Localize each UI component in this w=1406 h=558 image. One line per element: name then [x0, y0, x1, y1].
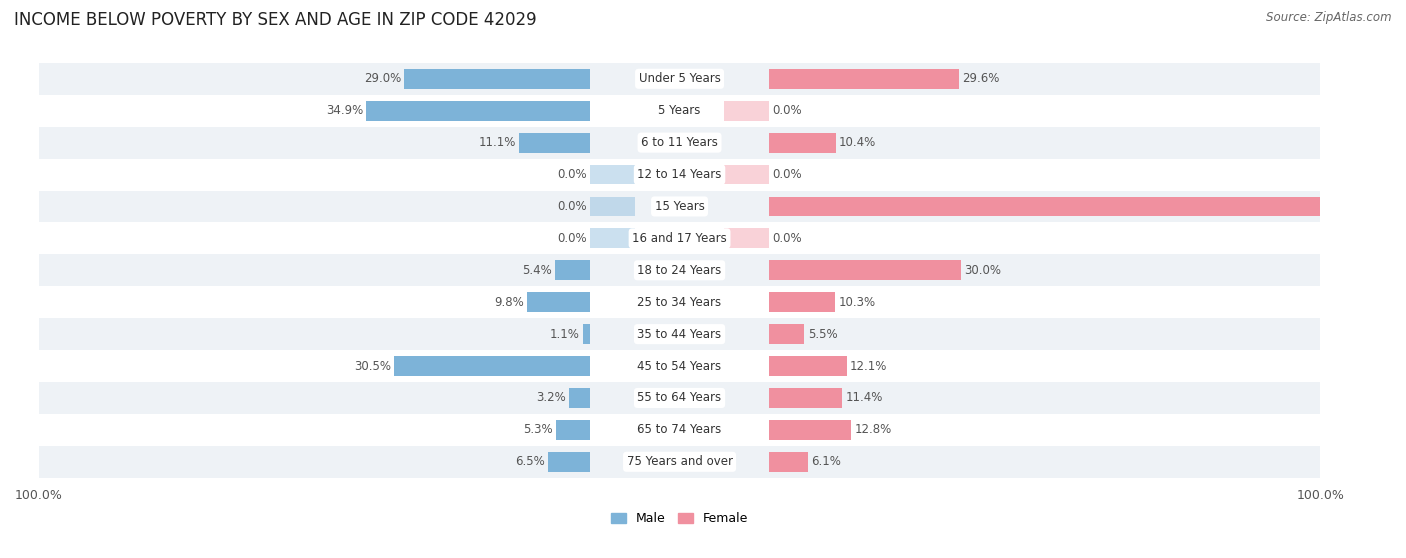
- Text: 29.0%: 29.0%: [364, 73, 401, 85]
- Bar: [555, 261, 591, 280]
- Text: 6.1%: 6.1%: [811, 455, 841, 468]
- Bar: [724, 228, 769, 248]
- Text: 0.0%: 0.0%: [557, 200, 586, 213]
- Text: 75 Years and over: 75 Years and over: [627, 455, 733, 468]
- Text: 30.0%: 30.0%: [965, 264, 1001, 277]
- Bar: [404, 69, 591, 89]
- Bar: [769, 388, 842, 408]
- Text: Source: ZipAtlas.com: Source: ZipAtlas.com: [1267, 11, 1392, 24]
- Text: 25 to 34 Years: 25 to 34 Years: [637, 296, 721, 309]
- Text: 5.5%: 5.5%: [807, 328, 838, 340]
- FancyBboxPatch shape: [39, 127, 1320, 158]
- Bar: [591, 165, 634, 185]
- Text: 29.6%: 29.6%: [962, 73, 1000, 85]
- FancyBboxPatch shape: [39, 223, 1320, 254]
- Text: 30.5%: 30.5%: [354, 359, 391, 373]
- FancyBboxPatch shape: [39, 190, 1320, 223]
- Text: 0.0%: 0.0%: [772, 104, 801, 117]
- FancyBboxPatch shape: [39, 95, 1320, 127]
- Bar: [724, 101, 769, 121]
- Text: 6 to 11 Years: 6 to 11 Years: [641, 136, 718, 149]
- Bar: [769, 69, 959, 89]
- Bar: [769, 324, 804, 344]
- Text: 55 to 64 Years: 55 to 64 Years: [637, 392, 721, 405]
- FancyBboxPatch shape: [39, 254, 1320, 286]
- Bar: [367, 101, 591, 121]
- Text: 5 Years: 5 Years: [658, 104, 700, 117]
- Bar: [769, 452, 808, 472]
- Text: 35 to 44 Years: 35 to 44 Years: [637, 328, 721, 340]
- Bar: [769, 356, 846, 376]
- Text: 0.0%: 0.0%: [557, 168, 586, 181]
- FancyBboxPatch shape: [39, 318, 1320, 350]
- Legend: Male, Female: Male, Female: [610, 512, 748, 525]
- Text: 0.0%: 0.0%: [557, 232, 586, 245]
- Bar: [527, 292, 591, 312]
- Text: 15 Years: 15 Years: [655, 200, 704, 213]
- Text: 12.1%: 12.1%: [851, 359, 887, 373]
- Bar: [555, 420, 591, 440]
- Text: 18 to 24 Years: 18 to 24 Years: [637, 264, 721, 277]
- Text: 45 to 54 Years: 45 to 54 Years: [637, 359, 721, 373]
- Text: Under 5 Years: Under 5 Years: [638, 73, 720, 85]
- Bar: [583, 324, 591, 344]
- FancyBboxPatch shape: [39, 414, 1320, 446]
- Text: 16 and 17 Years: 16 and 17 Years: [633, 232, 727, 245]
- Text: 1.1%: 1.1%: [550, 328, 579, 340]
- Text: 34.9%: 34.9%: [326, 104, 363, 117]
- Text: 10.4%: 10.4%: [839, 136, 876, 149]
- Bar: [548, 452, 591, 472]
- Bar: [769, 420, 851, 440]
- Text: 11.1%: 11.1%: [478, 136, 516, 149]
- Text: 9.8%: 9.8%: [494, 296, 524, 309]
- Text: 12.8%: 12.8%: [855, 424, 891, 436]
- Bar: [724, 165, 769, 185]
- Text: 10.3%: 10.3%: [838, 296, 876, 309]
- Bar: [395, 356, 591, 376]
- Text: 100.0%: 100.0%: [1360, 200, 1403, 213]
- Bar: [591, 196, 634, 217]
- Bar: [569, 388, 591, 408]
- FancyBboxPatch shape: [39, 350, 1320, 382]
- Text: 0.0%: 0.0%: [772, 168, 801, 181]
- FancyBboxPatch shape: [39, 286, 1320, 318]
- Text: 65 to 74 Years: 65 to 74 Years: [637, 424, 721, 436]
- Text: 5.3%: 5.3%: [523, 424, 553, 436]
- Bar: [519, 133, 591, 152]
- Text: 11.4%: 11.4%: [845, 392, 883, 405]
- Text: 3.2%: 3.2%: [537, 392, 567, 405]
- FancyBboxPatch shape: [39, 158, 1320, 190]
- Bar: [769, 261, 962, 280]
- Text: 0.0%: 0.0%: [772, 232, 801, 245]
- Text: INCOME BELOW POVERTY BY SEX AND AGE IN ZIP CODE 42029: INCOME BELOW POVERTY BY SEX AND AGE IN Z…: [14, 11, 537, 29]
- Bar: [769, 292, 835, 312]
- Bar: [769, 196, 1406, 217]
- Bar: [591, 228, 634, 248]
- FancyBboxPatch shape: [39, 382, 1320, 414]
- Text: 6.5%: 6.5%: [515, 455, 546, 468]
- Bar: [769, 133, 835, 152]
- Text: 12 to 14 Years: 12 to 14 Years: [637, 168, 721, 181]
- FancyBboxPatch shape: [39, 446, 1320, 478]
- FancyBboxPatch shape: [39, 63, 1320, 95]
- Text: 5.4%: 5.4%: [522, 264, 553, 277]
